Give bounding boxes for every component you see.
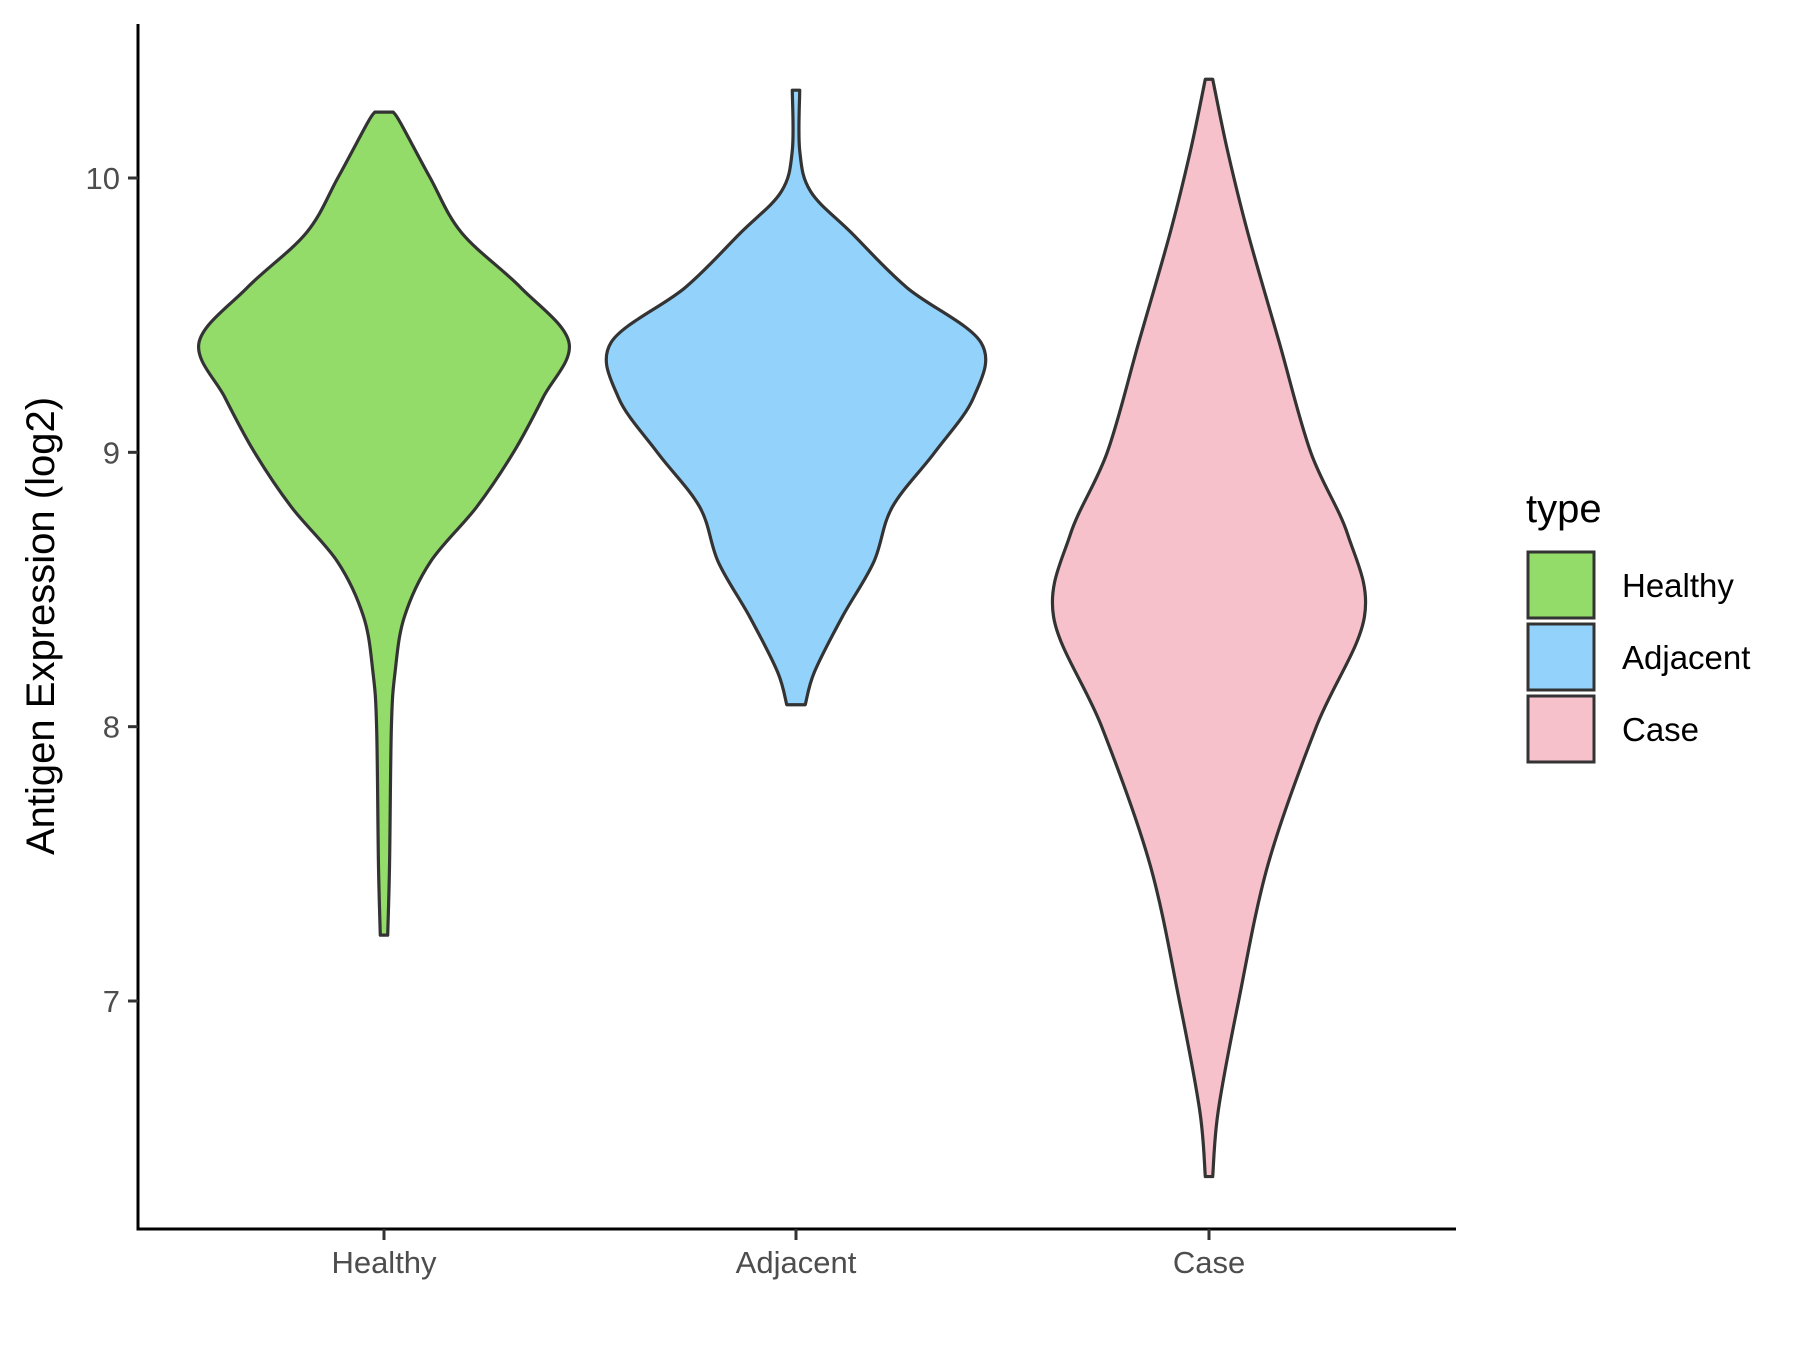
x-tick-label: Healthy — [331, 1245, 437, 1280]
y-tick-label: 8 — [103, 710, 120, 745]
legend: type Healthy Adjacent Case — [1526, 487, 1750, 764]
legend-items: Healthy Adjacent Case — [1526, 550, 1750, 764]
y-axis-ticks: 7 8 9 10 — [86, 161, 138, 1019]
x-tick-label: Adjacent — [736, 1245, 857, 1280]
legend-swatch-case — [1526, 694, 1596, 764]
violin-healthy — [197, 110, 571, 937]
y-axis-title: Antigen Expression (log2) — [19, 397, 63, 855]
legend-label-healthy: Healthy — [1622, 567, 1734, 604]
y-tick-label: 7 — [103, 984, 120, 1019]
legend-label-adjacent: Adjacent — [1622, 639, 1750, 676]
legend-swatch-adjacent — [1526, 622, 1596, 692]
y-tick-label: 10 — [86, 161, 120, 196]
legend-title: type — [1526, 487, 1602, 531]
legend-label-case: Case — [1622, 711, 1699, 748]
legend-swatch-healthy — [1526, 550, 1596, 620]
violin-adjacent — [604, 88, 988, 707]
violin-case — [1050, 77, 1368, 1179]
y-tick-label: 9 — [103, 435, 120, 470]
x-tick-label: Case — [1173, 1245, 1245, 1280]
violin-layer — [197, 77, 1368, 1179]
x-axis-ticks: Healthy Adjacent Case — [331, 1229, 1245, 1280]
